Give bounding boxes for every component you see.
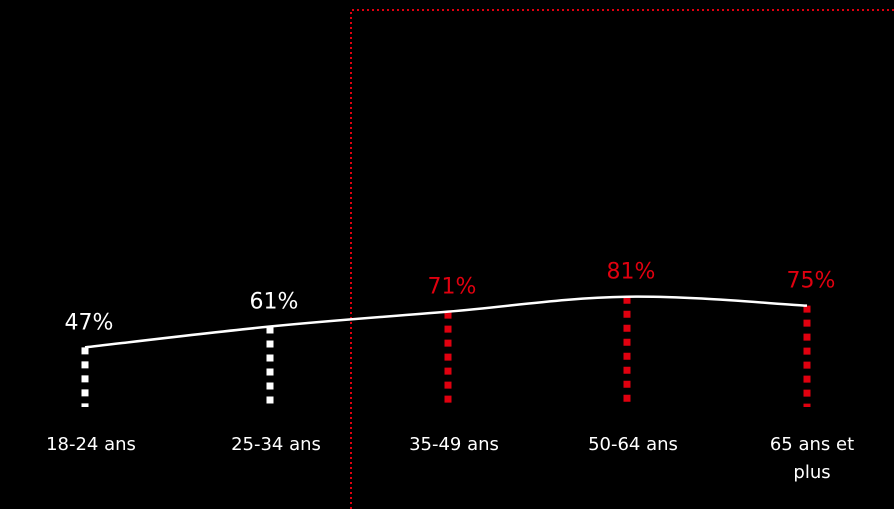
- category-label-0: 18-24 ans: [46, 434, 136, 455]
- value-label-1: 61%: [250, 290, 299, 315]
- category-label-1: 25-34 ans: [231, 434, 321, 455]
- value-label-0: 47%: [65, 310, 114, 335]
- category-label-4-line-1: plus: [793, 462, 830, 483]
- highlight-frame: [350, 9, 894, 509]
- category-label-3: 50-64 ans: [588, 434, 678, 455]
- value-stems: [81, 296, 811, 407]
- value-label-4: 75%: [787, 269, 836, 294]
- value-labels: 47% 61% 71% 81% 75%: [65, 260, 836, 336]
- value-label-2: 71%: [428, 275, 477, 300]
- category-labels: 18-24 ans 25-34 ans 35-49 ans 50-64 ans 65 a…: [46, 434, 854, 483]
- value-label-3: 81%: [607, 260, 656, 285]
- category-label-2: 35-49 ans: [409, 434, 499, 455]
- category-label-4: 65 ans et: [770, 434, 854, 455]
- trend-line: [84, 295, 808, 349]
